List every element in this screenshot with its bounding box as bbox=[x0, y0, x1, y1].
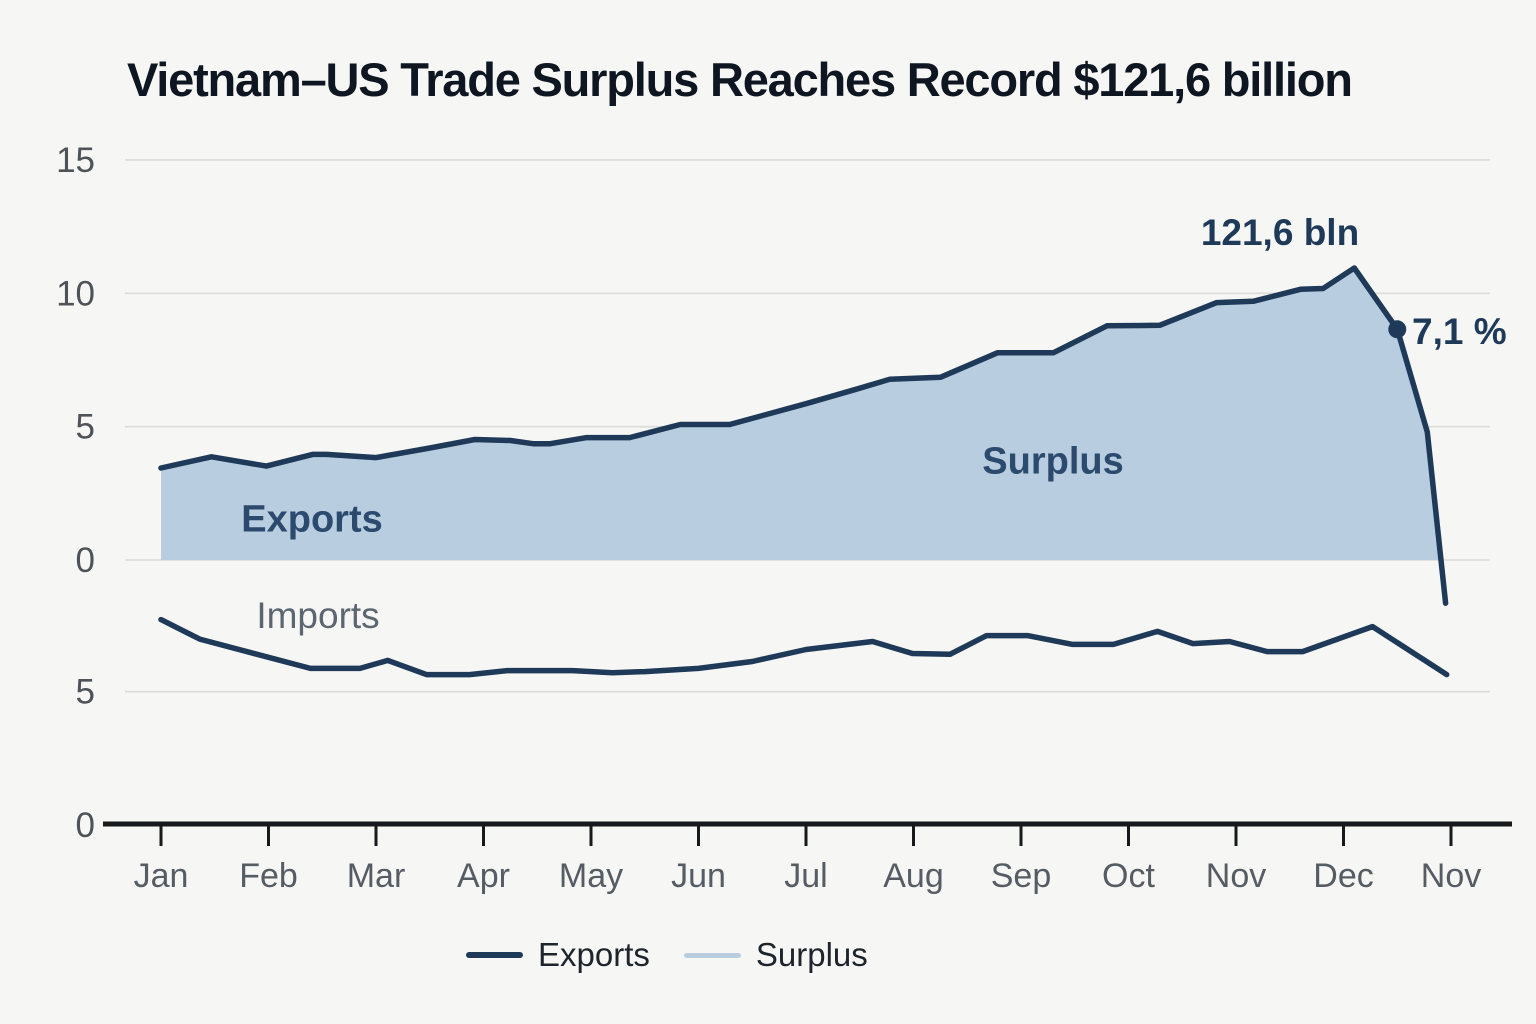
legend-item-surplus: Surplus bbox=[683, 936, 868, 974]
surplus-area-label: Surplus bbox=[982, 440, 1124, 483]
surplus-line-swatch bbox=[683, 952, 741, 958]
peak-annotation: 121,6 bln bbox=[1200, 212, 1360, 253]
y-label-upper-5: 5 bbox=[76, 408, 95, 447]
rate-annotation: 7,1 % bbox=[1412, 311, 1507, 352]
imports-line bbox=[158, 616, 1450, 678]
y-label-upper-15: 15 bbox=[56, 141, 95, 180]
rate-marker-dot bbox=[1388, 320, 1407, 339]
x-label-Jun-5: Jun bbox=[671, 857, 726, 895]
x-label-Jul-6: Jul bbox=[784, 857, 827, 895]
x-label-Nov-12: Nov bbox=[1421, 857, 1481, 895]
x-label-Nov-10: Nov bbox=[1206, 857, 1266, 895]
exports-line-swatch bbox=[466, 952, 523, 958]
y-label-upper-10: 10 bbox=[56, 274, 95, 313]
imports-area-label: Imports bbox=[256, 595, 380, 636]
y-label-upper-0: 0 bbox=[76, 541, 95, 580]
x-label-Jan-0: Jan bbox=[134, 857, 189, 895]
x-label-Feb-1: Feb bbox=[239, 857, 298, 895]
legend-label-exports: Exports bbox=[538, 936, 650, 973]
y-label-lower-5: 5 bbox=[76, 673, 95, 712]
x-label-May-4: May bbox=[559, 857, 623, 895]
legend-item-exports: Exports bbox=[466, 936, 650, 974]
x-label-Dec-11: Dec bbox=[1313, 857, 1373, 895]
legend: Exports Surplus bbox=[466, 936, 868, 974]
exports-area-label: Exports bbox=[241, 498, 383, 541]
legend-label-surplus: Surplus bbox=[755, 936, 868, 973]
chart-title: Vietnam–US Trade Surplus Reaches Record … bbox=[127, 53, 1353, 106]
exports-line bbox=[158, 265, 1449, 606]
x-label-Sep-8: Sep bbox=[991, 857, 1052, 895]
y-label-lower-0: 0 bbox=[76, 806, 95, 845]
x-label-Oct-9: Oct bbox=[1102, 857, 1155, 895]
surplus-area bbox=[161, 268, 1441, 560]
x-label-Aug-7: Aug bbox=[883, 857, 944, 895]
x-label-Mar-2: Mar bbox=[347, 857, 406, 895]
x-label-Apr-3: Apr bbox=[457, 857, 510, 895]
